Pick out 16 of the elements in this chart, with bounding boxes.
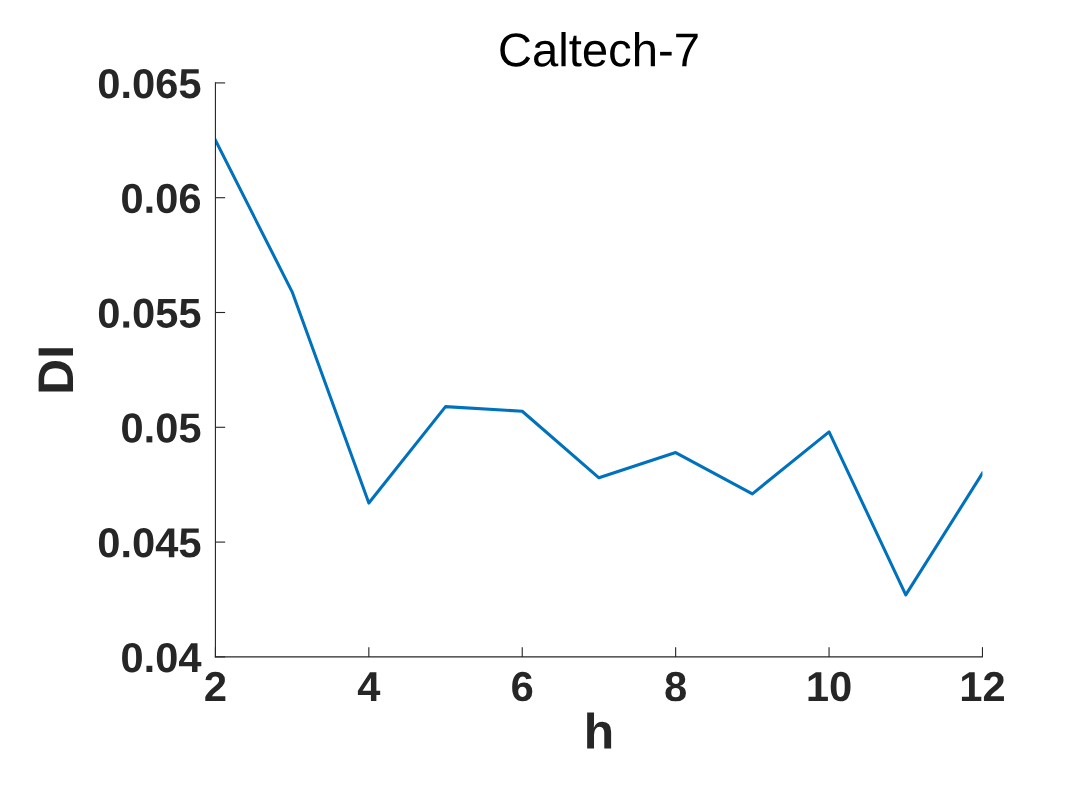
x-tick-label: 8 [665,671,686,702]
x-tick-label: 2 [205,671,226,701]
y-tick-label: 0.045 [98,528,201,558]
x-tick-label: 12 [961,671,1004,701]
chart-title: Caltech-7 [500,32,698,67]
x-tick-label: 6 [512,671,533,702]
y-tick-label: 0.04 [122,642,202,673]
y-tick-label: 0.065 [98,68,201,99]
x-tick-label: 4 [357,672,381,701]
x-axis-title: h [587,712,612,749]
y-tick-label: 0.05 [122,413,201,443]
y-axis-title: DI [38,348,74,392]
y-tick-label: 0.06 [122,183,201,214]
y-tick-label: 0.055 [98,298,201,329]
line-series [215,138,983,597]
x-tick-label: 10 [808,671,851,702]
